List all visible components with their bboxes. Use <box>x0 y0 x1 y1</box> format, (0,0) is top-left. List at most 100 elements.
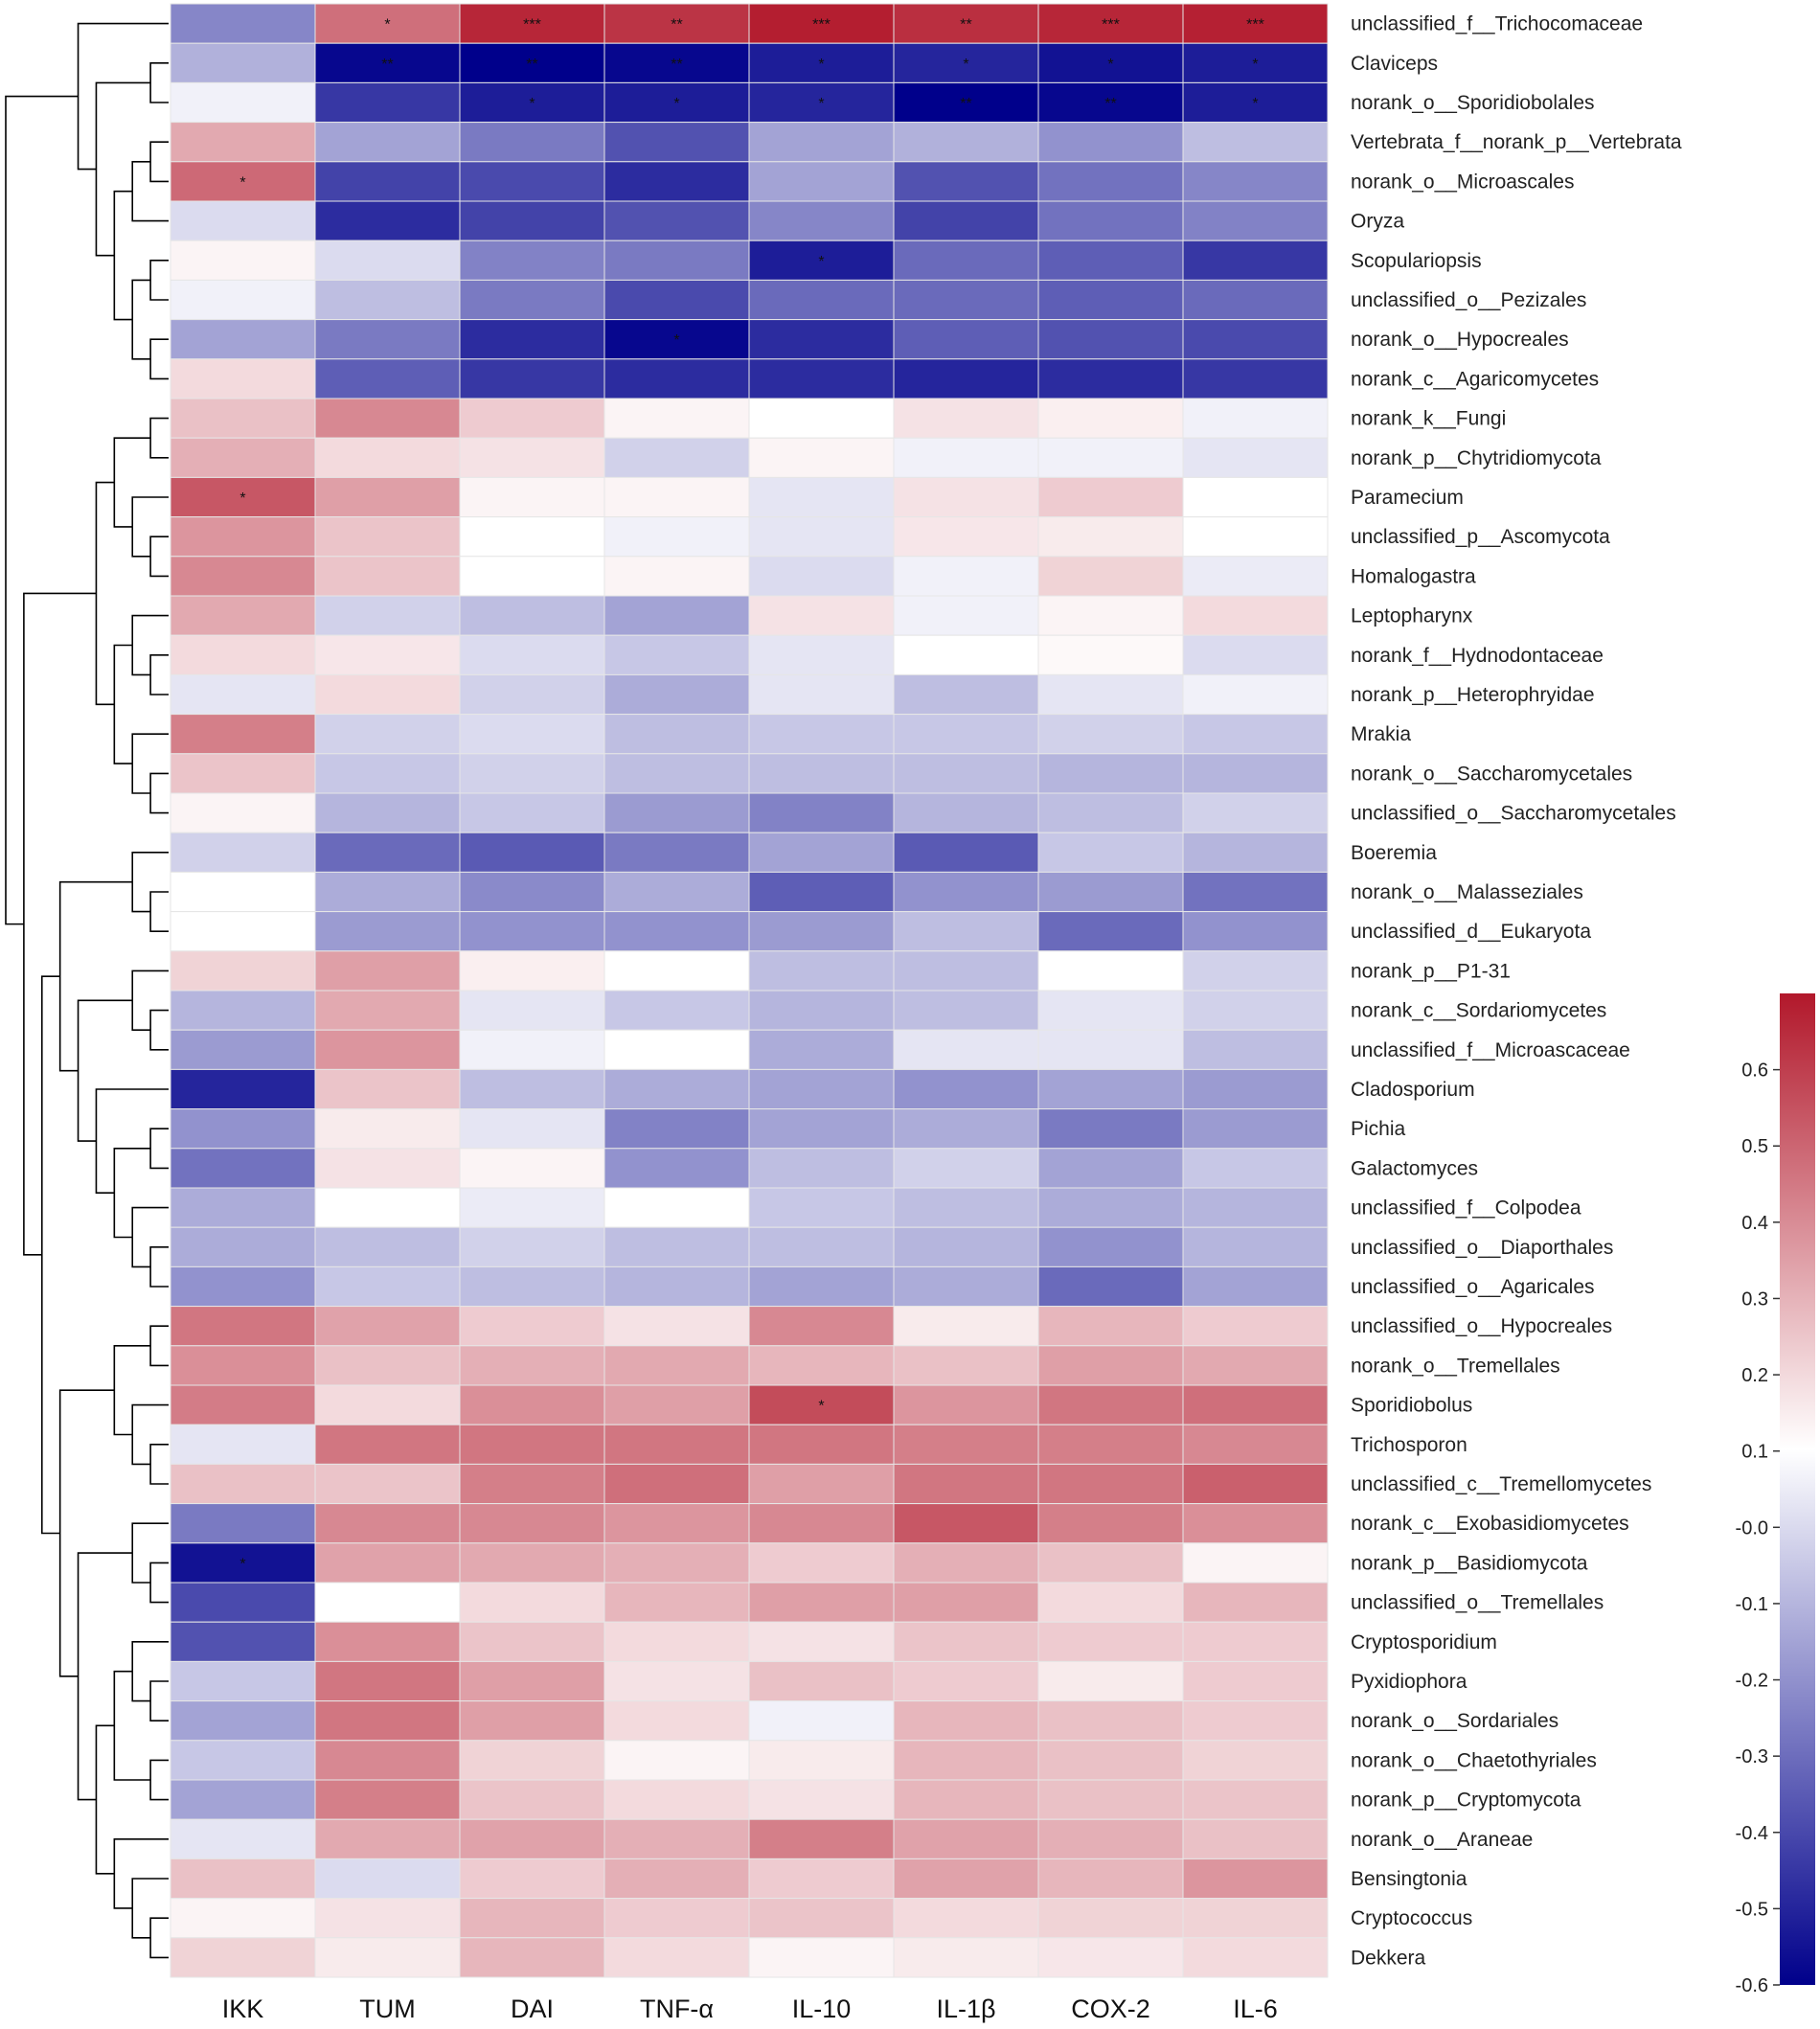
heatmap-cell <box>459 122 605 163</box>
heatmap-cell <box>1037 792 1184 833</box>
heatmap-cell <box>459 1740 605 1781</box>
row-label: norank_p__Cryptomycota <box>1351 1790 1581 1812</box>
heatmap-cell <box>603 161 750 202</box>
colorbar-tick-label: -0.1 <box>1736 1594 1768 1615</box>
heatmap-cell <box>314 122 461 163</box>
heatmap-cell <box>170 1148 316 1189</box>
heatmap-cell <box>170 1265 316 1308</box>
heatmap-cell <box>1182 792 1329 833</box>
dendrogram-branch <box>77 999 133 1142</box>
heatmap-cell <box>1037 1542 1184 1584</box>
heatmap-cell <box>603 1424 750 1465</box>
heatmap-cell <box>1037 634 1184 675</box>
heatmap-cell <box>603 122 750 163</box>
heatmap-cell <box>459 200 605 241</box>
heatmap-cell <box>314 950 461 992</box>
row-label: Bensingtonia <box>1351 1868 1467 1890</box>
heatmap-cell <box>459 1818 605 1859</box>
heatmap-cell <box>170 1937 316 1978</box>
dendrogram-branch <box>77 1552 133 1801</box>
heatmap-cell <box>893 200 1039 241</box>
colorbar-tick-label: 0.3 <box>1741 1288 1768 1310</box>
heatmap-cell <box>314 911 461 952</box>
dendrogram-branch <box>113 644 133 764</box>
heatmap-cell <box>748 634 895 675</box>
heatmap-cell <box>1037 239 1184 281</box>
heatmap-cell <box>748 1306 895 1347</box>
heatmap-cell <box>459 673 605 716</box>
heatmap-cell <box>170 516 316 558</box>
heatmap-cell <box>314 1818 461 1859</box>
dendrogram-branch <box>149 338 169 380</box>
heatmap-cell <box>1182 122 1329 163</box>
row-label: Homalogastra <box>1351 565 1476 587</box>
heatmap-cell <box>748 1582 895 1623</box>
heatmap-cell <box>603 1345 750 1386</box>
heatmap-cell <box>170 673 316 716</box>
heatmap-cell <box>170 200 316 241</box>
heatmap-cell <box>893 1265 1039 1308</box>
heatmap-cell <box>893 1898 1039 1939</box>
row-label: unclassified_c__Tremellomycetes <box>1351 1473 1651 1495</box>
heatmap-cell <box>314 673 461 716</box>
heatmap-cell <box>893 1226 1039 1267</box>
heatmap-cell <box>1182 871 1329 913</box>
heatmap-cell <box>893 1818 1039 1859</box>
heatmap-cell <box>603 476 750 518</box>
heatmap-cell <box>748 1937 895 1978</box>
heatmap-cell <box>170 81 316 124</box>
heatmap-cell <box>459 1108 605 1150</box>
heatmap-cell <box>170 319 316 360</box>
heatmap-cell <box>748 1503 895 1544</box>
heatmap-cell <box>893 1463 1039 1505</box>
heatmap-cell <box>1182 1660 1329 1702</box>
heatmap-cell <box>893 1187 1039 1228</box>
heatmap-cell <box>603 319 750 360</box>
dendrogram-branch <box>95 481 115 706</box>
heatmap-cell <box>459 556 605 597</box>
heatmap-cell <box>314 990 461 1031</box>
heatmap-cell <box>893 1621 1039 1662</box>
heatmap-cell <box>748 1660 895 1702</box>
heatmap-cell <box>1182 1424 1329 1465</box>
heatmap-cell <box>170 950 316 992</box>
heatmap-cell <box>314 1226 461 1267</box>
heatmap-cell <box>170 1029 316 1070</box>
significance-marker: ** <box>1104 96 1116 112</box>
heatmap-cell <box>893 516 1039 558</box>
heatmap-cell <box>893 161 1039 202</box>
heatmap-cell <box>314 1582 461 1623</box>
heatmap-cell <box>314 753 461 794</box>
heatmap-cell <box>893 1660 1039 1702</box>
heatmap-cell <box>1182 1187 1329 1228</box>
row-label: Cryptococcus <box>1351 1907 1472 1929</box>
heatmap-cell <box>170 1740 316 1781</box>
dendrogram-branch <box>149 772 169 814</box>
heatmap-cell <box>748 832 895 873</box>
heatmap-cell <box>893 911 1039 952</box>
heatmap-cell <box>893 990 1039 1031</box>
dendrogram-branch <box>149 1562 169 1604</box>
heatmap-cell <box>893 1029 1039 1070</box>
heatmap-cell <box>748 1424 895 1465</box>
heatmap-cell <box>603 1384 750 1425</box>
heatmap-cell <box>1182 1029 1329 1070</box>
heatmap-cell <box>170 1779 316 1820</box>
heatmap-cell <box>170 1621 316 1662</box>
heatmap-cell <box>893 1779 1039 1820</box>
heatmap-cell <box>459 476 605 518</box>
heatmap-cell <box>1037 871 1184 913</box>
heatmap-cell <box>170 634 316 675</box>
row-label: unclassified_o__Agaricales <box>1351 1276 1595 1298</box>
heatmap-cell <box>603 1740 750 1781</box>
heatmap-cell <box>170 1582 316 1623</box>
heatmap-cell <box>1182 239 1329 281</box>
heatmap-cell <box>1182 1265 1329 1308</box>
heatmap-cell <box>314 1306 461 1347</box>
heatmap-cell <box>314 1542 461 1584</box>
colorbar-tick-label: 0.2 <box>1741 1365 1768 1386</box>
heatmap-cell <box>748 753 895 794</box>
heatmap-cell <box>459 161 605 202</box>
row-label: unclassified_f__Trichocomaceae <box>1351 13 1643 35</box>
heatmap-cell <box>603 556 750 597</box>
